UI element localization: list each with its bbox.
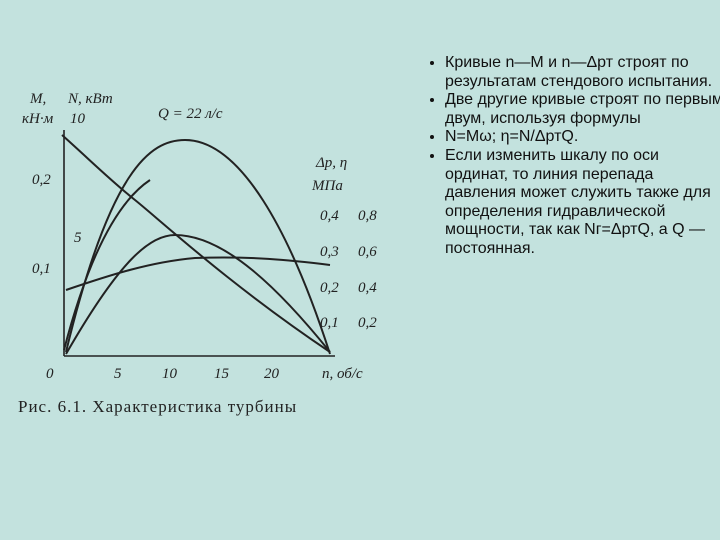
label: Q = 22 л/с <box>158 106 223 122</box>
label: n, об/с <box>322 366 363 382</box>
tick: 5 <box>114 366 122 382</box>
tick: 0,2 <box>320 280 339 296</box>
bullet: Если изменить шкалу по оси ординат, то л… <box>445 147 720 259</box>
label: Δp, η <box>315 155 347 171</box>
axes <box>63 130 335 357</box>
power-curve <box>65 138 331 355</box>
tick: 0,3 <box>320 244 339 260</box>
tick: 0,1 <box>32 261 51 277</box>
pressure-curve <box>63 179 151 351</box>
tick: 0 <box>46 366 54 382</box>
label: 10 <box>70 111 86 127</box>
tick: 0,4 <box>320 208 339 224</box>
tick: 5 <box>74 230 82 246</box>
right-ticks: 0,4 0,8 0,3 0,6 0,2 0,4 0,1 0,2 <box>320 208 377 331</box>
tick: 0,2 <box>32 172 51 188</box>
bullet: Две другие кривые строят по первым двум,… <box>445 91 720 128</box>
label: M, <box>29 91 46 107</box>
caption: Рис. 6.1. Характеристика турбины <box>18 397 297 416</box>
figure: M, N, кВт кН·м 10 Q = 22 л/с Δp, η МПа 0… <box>18 91 377 416</box>
tick: 0,1 <box>320 315 339 331</box>
label: кН·м <box>22 111 54 127</box>
tick: 10 <box>162 366 178 382</box>
label: МПа <box>311 178 343 194</box>
bullet: Кривые n—M и n—Δрт строят по результатам… <box>445 54 720 91</box>
tick: 15 <box>214 366 230 382</box>
tick: 0,6 <box>358 244 377 260</box>
label: N, кВт <box>67 91 113 107</box>
bullet: N=Mω; η=N/ΔртQ. <box>445 128 720 147</box>
bullet-list: Кривые n—M и n—Δрт строят по результатам… <box>423 54 720 259</box>
tick: 0,8 <box>358 208 377 224</box>
torque-curve <box>61 134 331 353</box>
tick: 0,2 <box>358 315 377 331</box>
tick: 0,4 <box>358 280 377 296</box>
power-curve-2 <box>65 233 331 355</box>
tick: 20 <box>264 366 280 382</box>
efficiency-curve <box>65 256 331 291</box>
